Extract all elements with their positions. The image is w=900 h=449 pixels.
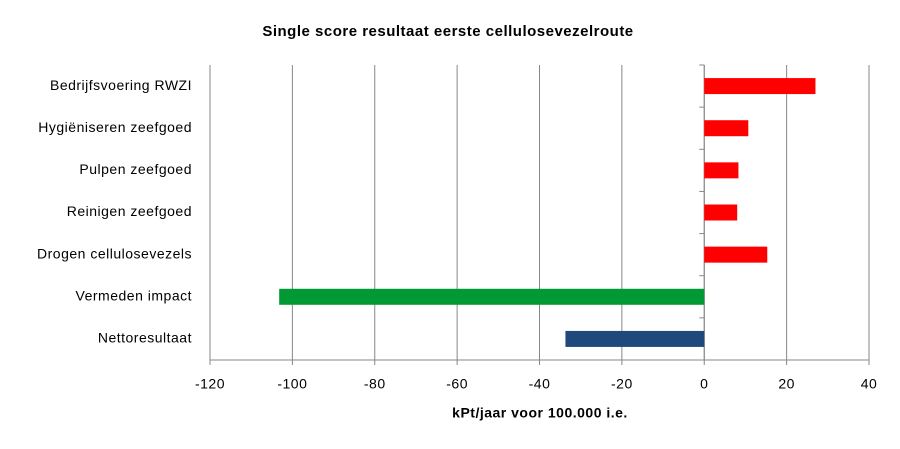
bar [704, 246, 768, 263]
bar [704, 204, 738, 221]
bar [279, 288, 705, 305]
x-tick-label: -120 [195, 376, 225, 392]
x-tick-label: -100 [277, 376, 307, 392]
x-tick-label: 20 [778, 376, 795, 392]
y-tick-label: Reinigen zeefgoed [67, 203, 192, 219]
x-tick-label: -60 [446, 376, 468, 392]
bar [565, 330, 705, 347]
x-tick-label: -80 [364, 376, 386, 392]
y-tick-label: Nettoresultaat [98, 330, 192, 346]
x-tick-label: -20 [611, 376, 633, 392]
x-tick-label: 0 [700, 376, 708, 392]
x-tick-label: -40 [529, 376, 551, 392]
bar [704, 78, 816, 95]
x-axis-title: kPt/jaar voor 100.000 i.e. [452, 405, 628, 421]
bar [704, 162, 739, 179]
y-tick-label: Pulpen zeefgoed [79, 161, 192, 177]
chart-title: Single score resultaat eerste cellulosev… [262, 23, 633, 40]
y-tick-label: Drogen cellulosevezels [37, 245, 192, 261]
y-tick-label: Bedrijfsvoering RWZI [50, 77, 192, 93]
bar [704, 120, 749, 137]
y-tick-label: Hygiëniseren zeefgoed [38, 119, 192, 135]
x-tick-label: 40 [861, 376, 878, 392]
y-tick-label: Vermeden impact [76, 287, 192, 303]
